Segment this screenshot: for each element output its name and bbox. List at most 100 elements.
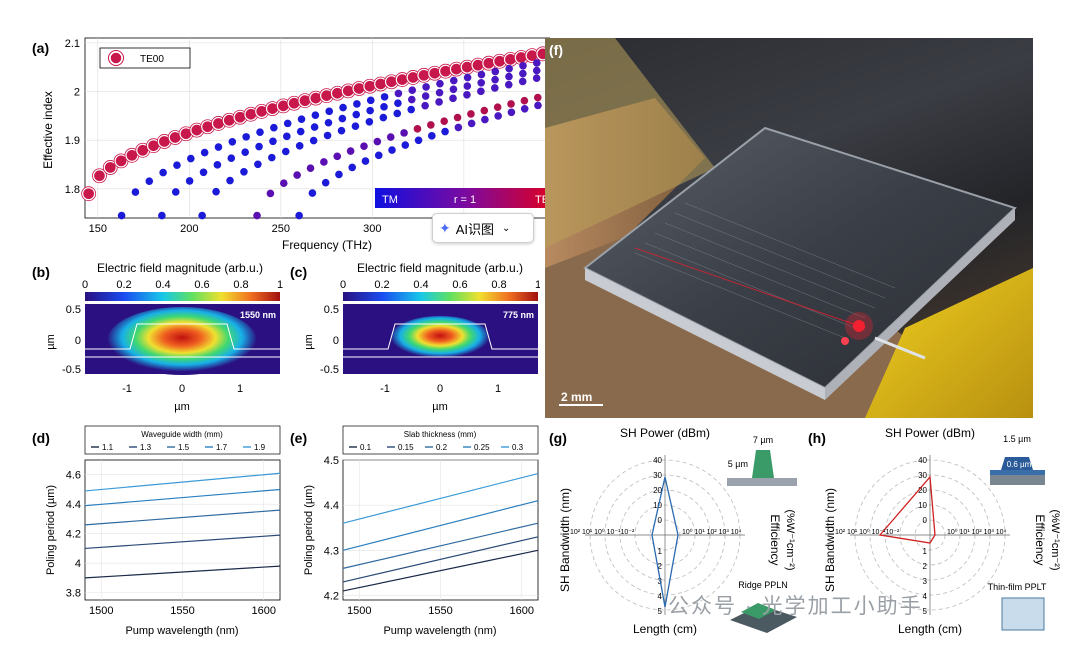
a-ytick: 1.8	[65, 184, 80, 196]
g-radar-ltick: 5	[658, 607, 663, 616]
a-point	[394, 99, 402, 107]
h-left-label: SH Bandwidth (nm)	[823, 488, 837, 592]
c-ytick: 0	[333, 335, 339, 347]
a-point	[373, 137, 382, 146]
b-cb-tick: 1	[277, 279, 283, 291]
h-dim-width: 1.5 µm	[1003, 434, 1031, 444]
e-legend	[342, 425, 539, 455]
a-point	[131, 188, 140, 196]
c-wavelength: 775 nm	[503, 310, 534, 320]
a-ytick: 2.1	[65, 38, 80, 50]
h-ridge-diagram	[1001, 457, 1033, 470]
b-cb-tick: 0.8	[233, 279, 248, 291]
a-point	[401, 141, 410, 149]
panel-label-a: (a)	[32, 40, 50, 56]
a-point	[348, 163, 357, 172]
a-point	[310, 123, 319, 131]
e-series-line	[342, 549, 539, 592]
a-point-te00-ring	[92, 168, 107, 184]
a-point	[352, 110, 361, 119]
a-point	[388, 146, 396, 154]
chevron-down-icon: ⌄	[502, 222, 511, 234]
d-xtick: 1550	[170, 605, 194, 617]
c-cb-tick: 0.8	[491, 279, 506, 291]
a-point-te00-ring	[81, 186, 97, 202]
d-ytick: 4.2	[66, 529, 81, 541]
a-point	[323, 131, 332, 140]
a-point	[440, 117, 448, 125]
a-point	[491, 75, 499, 84]
g-radar-ltick: 1	[658, 547, 663, 556]
a-point	[158, 211, 166, 220]
g-radar-ltick: 4	[658, 592, 663, 601]
a-point	[228, 138, 237, 146]
a-point	[380, 103, 388, 111]
a-point	[366, 96, 375, 105]
g-left-label: SH Bandwidth (nm)	[558, 488, 572, 592]
d-legend	[84, 425, 281, 455]
h-radar-rtick: 40	[918, 456, 927, 465]
a-point	[200, 148, 209, 157]
a-point	[477, 79, 486, 87]
a-point	[477, 70, 486, 79]
a-point	[480, 106, 489, 115]
e-xlabel: Pump wavelength (nm)	[383, 625, 496, 637]
b-cb-tick: 0.6	[194, 279, 209, 291]
a-point	[227, 154, 236, 163]
d-legend-item: 1.9	[254, 443, 266, 452]
g-right-label-1: Efficiency	[768, 514, 782, 565]
a-point	[427, 121, 435, 129]
a-xlabel: Frequency (THz)	[282, 238, 372, 252]
a-ylabel: Effective index	[41, 91, 55, 169]
a-point	[320, 158, 328, 166]
a-point	[171, 188, 180, 196]
d-legend-title: Waveguide width (mm)	[141, 430, 223, 439]
a-cb-left: TM	[382, 194, 398, 206]
a-point	[380, 93, 389, 101]
watermark-text: 公众号 · 光学加工小助手	[668, 595, 923, 618]
ai-recognize-button[interactable]: ✦ AI识图 ⌄	[432, 213, 534, 243]
e-ytick: 4.5	[324, 455, 339, 467]
panel-label-d: (d)	[32, 430, 50, 446]
a-point	[507, 100, 515, 108]
a-point	[467, 110, 475, 118]
c-cb-tick: 1	[535, 279, 540, 291]
b-cb-tick: 0	[82, 279, 88, 291]
a-point	[117, 211, 126, 220]
a-point	[441, 127, 449, 136]
a-point	[422, 83, 430, 91]
a-point	[374, 151, 383, 160]
b-xtick: 1	[237, 383, 243, 395]
e-ytick: 4.2	[324, 590, 339, 602]
a-point	[407, 95, 416, 104]
a-point	[266, 189, 275, 198]
b-cb-tick: 0.2	[116, 279, 131, 291]
a-point	[325, 107, 334, 116]
a-legend-marker	[109, 51, 123, 65]
a-point	[346, 147, 355, 155]
a-point	[213, 161, 222, 169]
a-point	[296, 127, 305, 136]
c-cb-tick: 0	[340, 279, 346, 291]
a-point	[324, 118, 333, 127]
d-xlabel: Pump wavelength (nm)	[125, 625, 238, 637]
a-point	[394, 89, 403, 98]
a-point	[494, 112, 502, 120]
h-device-icon	[1001, 597, 1045, 631]
c-xtick: 1	[495, 383, 501, 395]
e-legend-item: 0.2	[436, 443, 448, 452]
a-point	[293, 171, 301, 179]
h-radar-rtick: 30	[918, 471, 927, 480]
a-point	[255, 142, 263, 151]
a-point	[339, 103, 347, 112]
d-series-line	[84, 509, 281, 526]
panel-label-c: (c)	[290, 264, 308, 280]
panel-bc-fields: Electric field magnitude (arb.u.) 0 0.2 0.…	[45, 261, 540, 413]
a-point	[481, 115, 489, 124]
g-right-label-2: (%W⁻¹cm⁻²)	[784, 509, 796, 570]
a-point	[337, 126, 346, 135]
a-point	[533, 59, 541, 67]
g-dim-width: 7 µm	[753, 435, 773, 445]
a-point	[520, 96, 529, 105]
